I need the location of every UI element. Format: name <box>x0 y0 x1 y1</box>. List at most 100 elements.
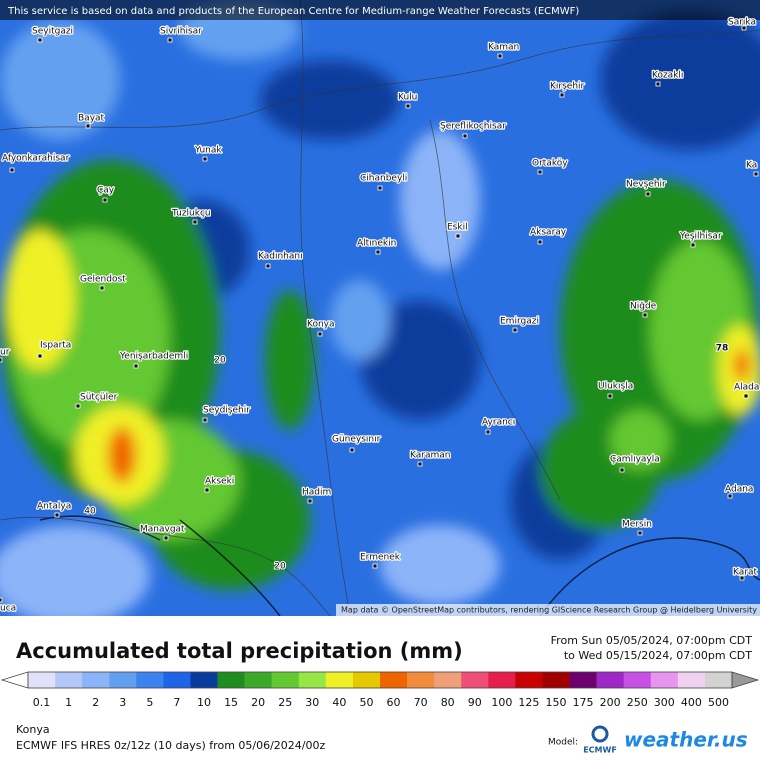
place-label: Şereflikoçhisar <box>440 122 506 132</box>
place-dot <box>349 447 355 453</box>
place-dot <box>375 249 381 255</box>
place-label: Sütçüler <box>80 393 118 403</box>
legend-label: 300 <box>654 696 675 709</box>
legend-swatch <box>298 672 327 688</box>
place-label: Karaman <box>410 451 450 461</box>
model-run: ECMWF IFS HRES 0z/12z (10 days) from 05/… <box>16 739 326 752</box>
legend-swatch <box>244 672 272 688</box>
place-label: Çamlıyayla <box>610 455 660 465</box>
legend-label: 3 <box>119 696 126 709</box>
legend-frame <box>27 671 733 689</box>
place-label: Güneysınır <box>332 435 381 445</box>
place-dot <box>307 498 313 504</box>
legend-swatch <box>596 672 624 688</box>
legend-label: 20 <box>251 696 265 709</box>
place-dot <box>133 363 139 369</box>
place-label: Sarıka <box>728 18 756 28</box>
legend-panel: Accumulated total precipitation (mm) Fro… <box>0 634 760 755</box>
place-label: Cihanbeyli <box>360 174 407 184</box>
legend-swatch <box>434 672 462 688</box>
map: This service is based on data and produc… <box>0 0 760 616</box>
contour-label: 78 <box>716 344 729 354</box>
place-label: Emirgazi <box>500 317 539 327</box>
place-label: Ermenek <box>360 553 401 563</box>
place-dot <box>690 242 696 248</box>
place-label: Sivrihisar <box>160 27 202 37</box>
place-label: Mersin <box>622 520 652 530</box>
place-dot <box>655 81 661 87</box>
place-label: Alada <box>734 383 759 393</box>
place-dot <box>417 461 423 467</box>
contour-label: 40 <box>84 507 96 517</box>
place-dot <box>743 393 749 399</box>
place-label: uca <box>0 604 16 614</box>
place-label: Yeşilhisar <box>679 232 722 242</box>
legend-label: 125 <box>518 696 539 709</box>
place-dot <box>85 123 91 129</box>
place-label: Hadim <box>302 488 331 498</box>
legend-label: 1 <box>65 696 72 709</box>
legend-swatch <box>704 672 733 688</box>
legend-arrow-left <box>0 671 29 689</box>
legend-swatch <box>461 672 489 688</box>
place-dot <box>0 357 3 363</box>
place-label: Seyitgazi <box>32 27 73 37</box>
legend-label: 60 <box>387 696 401 709</box>
place-dot <box>739 575 745 581</box>
legend-label: 40 <box>332 696 346 709</box>
legend-label: 400 <box>681 696 702 709</box>
place-label: Ayrancı <box>482 418 515 428</box>
legend-label: 250 <box>627 696 648 709</box>
place-dot <box>405 103 411 109</box>
place-dot <box>99 285 105 291</box>
place-label: Kırşehir <box>550 82 585 92</box>
place-label: Aksaray <box>530 228 567 238</box>
place-label: Adana <box>725 485 753 495</box>
place-dot <box>204 487 210 493</box>
place-label: Niğde <box>630 302 657 312</box>
place-dot <box>372 563 378 569</box>
legend-label: 70 <box>414 696 428 709</box>
location: Konya <box>16 723 50 736</box>
place-dot <box>485 429 491 435</box>
attribution: Map data © OpenStreetMap contributors, r… <box>341 606 757 615</box>
title: Accumulated total precipitation (mm) <box>16 639 463 663</box>
legend-arrow-right <box>731 671 760 689</box>
place-label: Ortaköy <box>532 159 568 169</box>
place-dot <box>537 169 543 175</box>
place-dot <box>377 185 383 191</box>
period-from: From Sun 05/05/2024, 07:00pm CDT <box>551 634 753 647</box>
roads-borders <box>0 0 760 616</box>
place-label: Nevşehir <box>626 180 666 190</box>
legend-swatch <box>325 672 354 688</box>
place-dot <box>537 239 543 245</box>
legend-label: 2 <box>92 696 99 709</box>
place-label: Konya <box>307 320 335 330</box>
legend-swatch <box>55 672 83 688</box>
legend-swatch <box>677 672 706 688</box>
legend-label: 7 <box>173 696 180 709</box>
place-dot <box>54 512 60 518</box>
legend-swatch <box>190 672 218 688</box>
place-label: Kulu <box>398 93 417 103</box>
place-dot <box>265 263 271 269</box>
place-label: Afyonkarahisar <box>2 154 70 164</box>
place-dot <box>75 403 81 409</box>
legend-swatch <box>515 672 543 688</box>
place-dot <box>0 597 3 603</box>
place-label: Bayat <box>78 114 105 124</box>
legend-swatch <box>542 672 570 688</box>
place-dot <box>607 393 613 399</box>
contour-label: 20 <box>214 356 226 366</box>
place-dot <box>192 219 198 225</box>
place-dot <box>512 327 518 333</box>
place-dot <box>619 467 625 473</box>
place-dot <box>317 331 323 337</box>
place-dot <box>642 312 648 318</box>
legend-label: 500 <box>708 696 729 709</box>
place-dot <box>37 353 43 359</box>
place-dot <box>753 171 759 177</box>
legend-label: 15 <box>224 696 238 709</box>
banner-bg <box>0 0 760 20</box>
